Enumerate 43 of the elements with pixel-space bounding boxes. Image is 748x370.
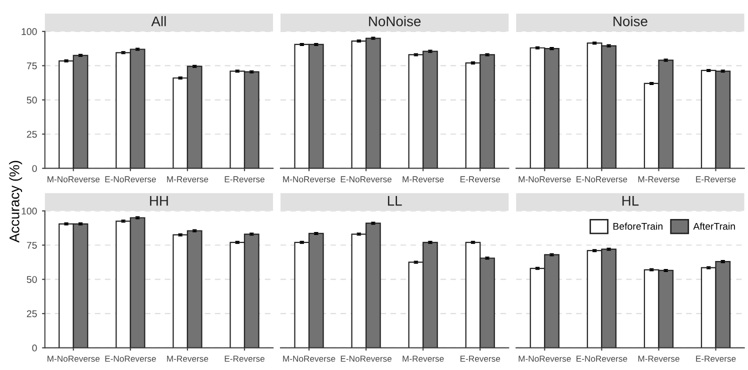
y-tick-label: 100 xyxy=(22,28,37,36)
y-tick-label: 50 xyxy=(26,276,37,283)
x-tick-label: M-Reverse xyxy=(167,356,208,362)
x-tick-label: E-Reverse xyxy=(224,356,264,362)
x-tick-label: E-Reverse xyxy=(460,356,500,362)
chart-title: HH xyxy=(150,196,168,206)
y-tick-label: 25 xyxy=(26,130,37,138)
chart-title: NoNoise xyxy=(369,16,421,26)
y-tick-label: 0 xyxy=(32,165,37,172)
x-tick-label: E-NoReverse xyxy=(576,356,628,362)
chart-title: LL xyxy=(388,196,402,206)
x-tick-label: E-Reverse xyxy=(224,176,264,182)
x-tick-label: M-NoReverse xyxy=(283,176,336,182)
y-tick-label: 50 xyxy=(26,96,37,104)
x-tick-label: E-Reverse xyxy=(460,176,500,182)
x-tick-label: E-NoReverse xyxy=(105,176,156,182)
y-tick-label: 100 xyxy=(22,208,37,215)
x-tick-label: M-Reverse xyxy=(402,356,444,362)
legend-label: BeforeTrain xyxy=(613,222,662,230)
y-tick-label: 25 xyxy=(26,310,37,318)
x-tick-label: M-Reverse xyxy=(167,176,208,182)
x-tick-label: M-NoReverse xyxy=(48,176,100,182)
legend-label: AfterTrain xyxy=(693,222,735,230)
chart-title: HL xyxy=(622,196,639,206)
x-tick-label: E-NoReverse xyxy=(340,176,392,182)
y-tick-label: 75 xyxy=(26,242,37,249)
x-tick-label: E-Reverse xyxy=(696,176,736,182)
x-tick-label: M-NoReverse xyxy=(518,176,571,182)
chart-title: All xyxy=(151,16,166,26)
x-tick-label: M-NoReverse xyxy=(283,356,336,362)
y-tick-label: 75 xyxy=(26,62,37,70)
y-axis-title: Accuracy (%) xyxy=(9,160,22,243)
x-tick-label: M-NoReverse xyxy=(518,356,571,362)
chart-title: Noise xyxy=(614,16,648,26)
x-tick-label: E-NoReverse xyxy=(105,356,156,362)
y-tick-label: 0 xyxy=(32,344,37,352)
x-tick-label: E-NoReverse xyxy=(340,356,392,362)
x-tick-label: M-Reverse xyxy=(638,176,680,182)
x-tick-label: M-Reverse xyxy=(638,356,680,362)
x-tick-label: M-Reverse xyxy=(402,176,444,182)
x-tick-label: M-NoReverse xyxy=(48,356,100,362)
x-tick-label: E-Reverse xyxy=(696,356,736,362)
x-tick-label: E-NoReverse xyxy=(576,176,628,182)
